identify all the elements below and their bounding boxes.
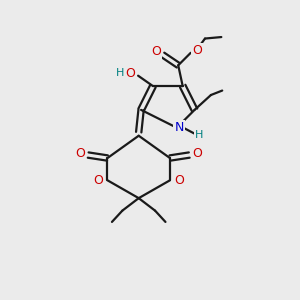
Text: O: O (192, 147, 202, 160)
Text: H: H (116, 68, 124, 78)
Text: O: O (76, 147, 85, 160)
Text: O: O (192, 44, 202, 57)
Text: N: N (174, 121, 184, 134)
Text: O: O (126, 67, 136, 80)
Text: O: O (94, 174, 103, 187)
Text: O: O (151, 45, 161, 58)
Text: H: H (195, 130, 203, 140)
Text: O: O (174, 174, 184, 187)
